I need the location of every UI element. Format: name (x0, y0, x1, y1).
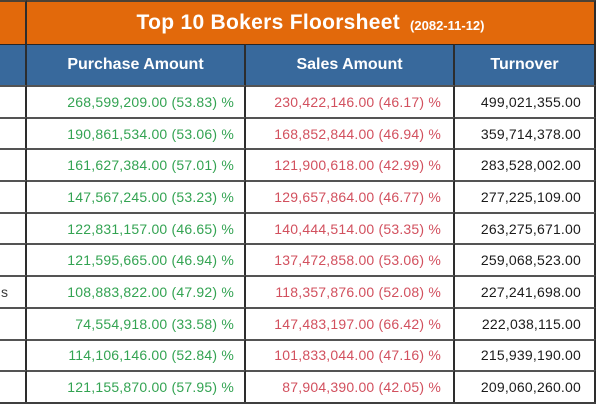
purchase-amount-cell: 114,106,146.00 (52.84) % (27, 338, 246, 371)
broker-name-cell (0, 243, 27, 276)
broker-name-cell (0, 306, 27, 339)
broker-name-cell (0, 180, 27, 212)
title-bar-left-spacer (0, 0, 27, 44)
turnover-cell: 283,528,002.00 (455, 148, 596, 181)
broker-name-cell: s (0, 275, 27, 307)
purchase-amount-cell: 147,567,245.00 (53.23) % (27, 180, 246, 212)
turnover-cell: 277,225,109.00 (455, 180, 596, 212)
sales-amount-cell: 121,900,618.00 (42.99) % (246, 148, 455, 181)
turnover-cell: 209,060,260.00 (455, 370, 596, 402)
purchase-amount-cell: 108,883,822.00 (47.92) % (27, 275, 246, 307)
sales-amount-cell: 147,483,197.00 (66.42) % (246, 306, 455, 339)
turnover-cell: 259,068,523.00 (455, 243, 596, 276)
purchase-amount-cell: 190,861,534.00 (53.06) % (27, 116, 246, 149)
broker-name-cell (0, 211, 27, 244)
broker-name-cell (0, 85, 27, 117)
sales-amount-cell: 87,904,390.00 (42.05) % (246, 370, 455, 402)
turnover-cell: 499,021,355.00 (455, 85, 596, 117)
purchase-amount-cell: 121,595,665.00 (46.94) % (27, 243, 246, 276)
column-header-sales-amount: Sales Amount (246, 44, 455, 85)
turnover-cell: 263,275,671.00 (455, 211, 596, 244)
purchase-amount-cell: 268,599,209.00 (53.83) % (27, 85, 246, 117)
floorsheet-table: Top 10 Bokers Floorsheet (2082-11-12) Pu… (0, 0, 596, 404)
column-header-broker (0, 44, 27, 85)
purchase-amount-cell: 161,627,384.00 (57.01) % (27, 148, 246, 181)
turnover-cell: 215,939,190.00 (455, 338, 596, 371)
sales-amount-cell: 137,472,858.00 (53.06) % (246, 243, 455, 276)
turnover-cell: 227,241,698.00 (455, 275, 596, 307)
sales-amount-cell: 168,852,844.00 (46.94) % (246, 116, 455, 149)
sales-amount-cell: 118,357,876.00 (52.08) % (246, 275, 455, 307)
column-header-purchase-amount: Purchase Amount (27, 44, 246, 85)
turnover-cell: 359,714,378.00 (455, 116, 596, 149)
broker-name-cell (0, 370, 27, 402)
sales-amount-cell: 129,657,864.00 (46.77) % (246, 180, 455, 212)
sales-amount-cell: 230,422,146.00 (46.17) % (246, 85, 455, 117)
purchase-amount-cell: 122,831,157.00 (46.65) % (27, 211, 246, 244)
turnover-cell: 222,038,115.00 (455, 306, 596, 339)
purchase-amount-cell: 121,155,870.00 (57.95) % (27, 370, 246, 402)
page-title: Top 10 Bokers Floorsheet (136, 11, 401, 34)
sales-amount-cell: 140,444,514.00 (53.35) % (246, 211, 455, 244)
sales-amount-cell: 101,833,044.00 (47.16) % (246, 338, 455, 371)
broker-name-cell (0, 338, 27, 371)
broker-name-cell (0, 116, 27, 149)
column-header-turnover: Turnover (455, 44, 596, 85)
title-bar: Top 10 Bokers Floorsheet (2082-11-12) (27, 0, 596, 44)
broker-name-cell (0, 148, 27, 181)
purchase-amount-cell: 74,554,918.00 (33.58) % (27, 306, 246, 339)
title-date: (2082-11-12) (410, 18, 485, 33)
